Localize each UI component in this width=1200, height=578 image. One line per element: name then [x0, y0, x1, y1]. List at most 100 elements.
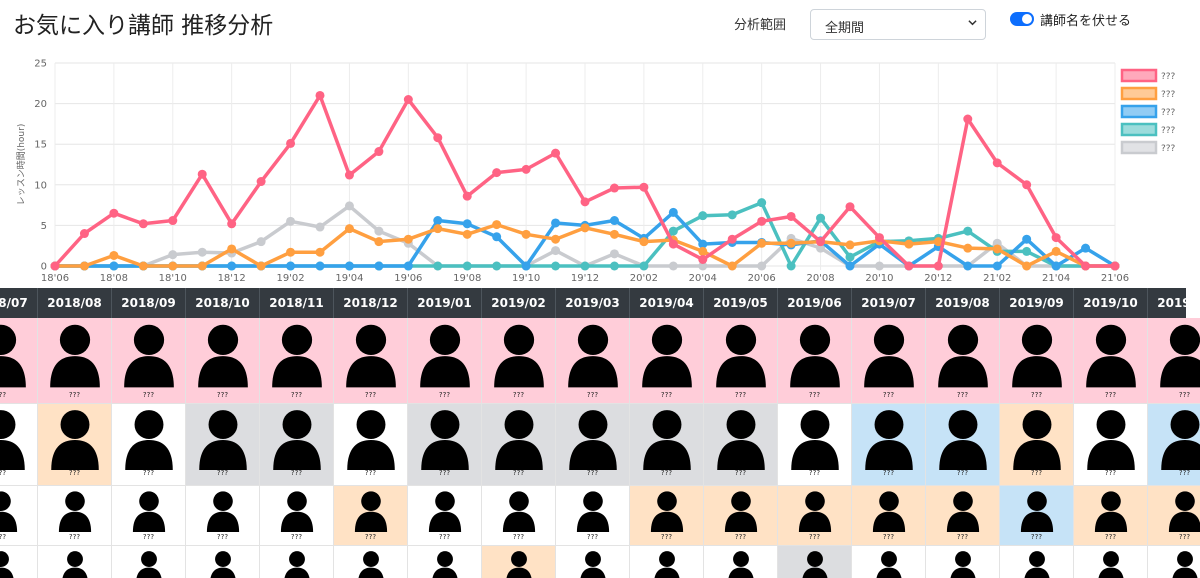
- teacher-cell[interactable]: ???: [186, 404, 260, 486]
- avatar-icon: [876, 551, 901, 578]
- teacher-cell[interactable]: ???: [482, 318, 556, 404]
- teacher-cell[interactable]: ???: [38, 404, 112, 486]
- teacher-cell[interactable]: ???: [1148, 318, 1200, 404]
- data-point: [433, 224, 443, 234]
- teacher-cell[interactable]: ???: [186, 318, 260, 404]
- teacher-cell[interactable]: [38, 546, 112, 578]
- teacher-name: ???: [808, 533, 821, 541]
- teacher-cell[interactable]: ???: [408, 404, 482, 486]
- teacher-cell[interactable]: ???: [112, 404, 186, 486]
- month-header: 2019/02: [482, 288, 556, 318]
- teacher-cell[interactable]: ???: [1074, 318, 1148, 404]
- range-select[interactable]: 全期間: [810, 9, 986, 40]
- teacher-cell[interactable]: [260, 546, 334, 578]
- teacher-cell[interactable]: ???: [482, 404, 556, 486]
- teacher-cell[interactable]: ???: [260, 486, 334, 546]
- teacher-cell[interactable]: ???: [1074, 404, 1148, 486]
- data-point: [374, 147, 384, 157]
- teacher-cell[interactable]: ???: [1000, 486, 1074, 546]
- teacher-cell[interactable]: ???: [630, 404, 704, 486]
- teacher-cell[interactable]: [1148, 546, 1200, 578]
- teacher-cell[interactable]: ???: [556, 404, 630, 486]
- teacher-cell[interactable]: [408, 546, 482, 578]
- teacher-cell[interactable]: ???: [778, 486, 852, 546]
- teacher-cell[interactable]: ???: [778, 404, 852, 486]
- teacher-cell[interactable]: ???: [0, 486, 38, 546]
- data-point: [256, 177, 266, 187]
- teacher-cell[interactable]: ???: [778, 318, 852, 404]
- teacher-name: ???: [734, 469, 747, 477]
- teacher-cell[interactable]: [704, 546, 778, 578]
- data-point: [168, 216, 178, 226]
- teacher-cell[interactable]: ???: [38, 486, 112, 546]
- avatar-icon: [0, 324, 26, 388]
- teacher-cell[interactable]: [482, 546, 556, 578]
- teacher-cell[interactable]: ???: [852, 404, 926, 486]
- teacher-cell[interactable]: ???: [334, 486, 408, 546]
- teacher-name: ???: [290, 391, 303, 399]
- x-tick-label: 19'10: [512, 273, 540, 284]
- teacher-name: ???: [882, 533, 895, 541]
- teacher-cell[interactable]: ???: [334, 318, 408, 404]
- teacher-cell[interactable]: [852, 546, 926, 578]
- month-header: 2019/05: [704, 288, 778, 318]
- teacher-cell[interactable]: ???: [630, 318, 704, 404]
- avatar-icon: [946, 491, 979, 532]
- teacher-cell[interactable]: ???: [408, 318, 482, 404]
- month-header: 2019/07: [852, 288, 926, 318]
- teacher-cell[interactable]: [630, 546, 704, 578]
- x-tick-label: 19'12: [571, 273, 599, 284]
- data-point: [992, 261, 1002, 271]
- teacher-cell[interactable]: [186, 546, 260, 578]
- x-tick-label: 18'12: [218, 273, 246, 284]
- teacher-cell[interactable]: ???: [408, 486, 482, 546]
- legend-label: ???: [1161, 144, 1176, 154]
- teacher-cell[interactable]: ???: [1000, 318, 1074, 404]
- teacher-cell[interactable]: ???: [556, 318, 630, 404]
- teacher-cell[interactable]: ???: [0, 404, 38, 486]
- teacher-cell[interactable]: [0, 546, 38, 578]
- teacher-cell[interactable]: [1074, 546, 1148, 578]
- data-point: [609, 229, 619, 239]
- teacher-cell[interactable]: ???: [0, 318, 38, 404]
- teacher-cell[interactable]: ???: [1148, 486, 1200, 546]
- teacher-cell[interactable]: ???: [926, 318, 1000, 404]
- teacher-cell[interactable]: ???: [926, 404, 1000, 486]
- data-point: [138, 219, 148, 229]
- teacher-cell[interactable]: ???: [1148, 404, 1200, 486]
- avatar-icon: [937, 324, 988, 388]
- teacher-cell[interactable]: ???: [1074, 486, 1148, 546]
- teacher-cell[interactable]: [1000, 546, 1074, 578]
- teacher-cell[interactable]: ???: [260, 404, 334, 486]
- teacher-cell[interactable]: ???: [926, 486, 1000, 546]
- teacher-cell[interactable]: ???: [112, 486, 186, 546]
- teacher-cell[interactable]: ???: [334, 404, 408, 486]
- teacher-cell[interactable]: ???: [704, 318, 778, 404]
- teacher-cell[interactable]: ???: [38, 318, 112, 404]
- teacher-cell[interactable]: ???: [260, 318, 334, 404]
- teacher-cell[interactable]: ???: [112, 318, 186, 404]
- teacher-cell[interactable]: [112, 546, 186, 578]
- data-point: [79, 261, 89, 271]
- teacher-cell[interactable]: ???: [630, 486, 704, 546]
- teacher-cell[interactable]: ???: [852, 486, 926, 546]
- teacher-cell[interactable]: ???: [704, 486, 778, 546]
- teacher-cell[interactable]: ???: [556, 486, 630, 546]
- teacher-cell[interactable]: ???: [1000, 404, 1074, 486]
- hide-names-toggle[interactable]: [1010, 12, 1034, 26]
- teacher-cell[interactable]: ???: [852, 318, 926, 404]
- teacher-cell[interactable]: ???: [482, 486, 556, 546]
- data-point: [197, 247, 207, 257]
- data-point: [668, 239, 678, 249]
- teacher-cell[interactable]: ???: [186, 486, 260, 546]
- teacher-name: ???: [364, 469, 377, 477]
- teacher-cell[interactable]: ???: [704, 404, 778, 486]
- x-tick-label: 20'04: [689, 273, 717, 284]
- teacher-cell[interactable]: [556, 546, 630, 578]
- avatar-icon: [284, 551, 309, 578]
- avatar-icon: [428, 491, 461, 532]
- teacher-cell[interactable]: [926, 546, 1000, 578]
- teacher-cell[interactable]: [334, 546, 408, 578]
- teacher-cell[interactable]: [778, 546, 852, 578]
- avatar-icon: [728, 551, 753, 578]
